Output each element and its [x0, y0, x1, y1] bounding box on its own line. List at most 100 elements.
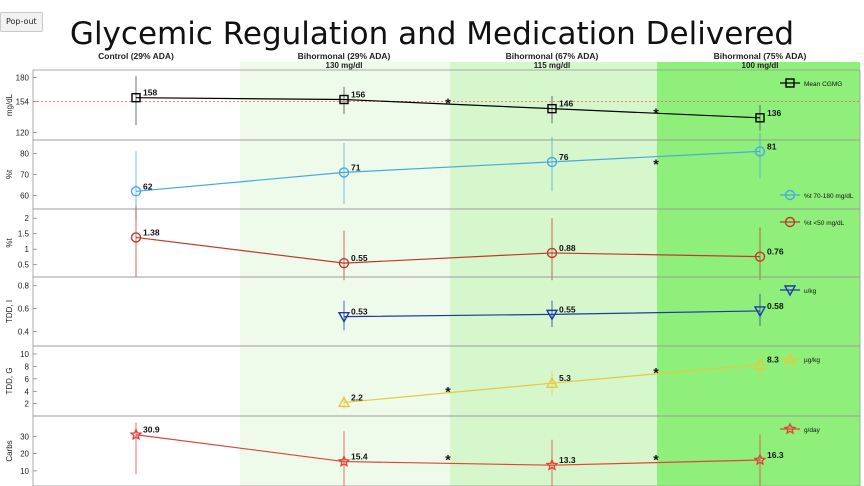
- data-label-carbs: 15.4: [351, 452, 368, 462]
- legend-label-tdd-glucagon: µg/kg: [804, 357, 820, 364]
- data-point-pct-below-50: [754, 251, 766, 262]
- significance-marker-carbs: *: [653, 452, 659, 468]
- condition-label-3: Bihormonal (67% ADA): [506, 51, 599, 61]
- y-tick-label-carbs: 10: [20, 467, 29, 476]
- condition-label-4: Bihormonal (75% ADA): [714, 51, 807, 61]
- significance-marker-tdd-glucagon: *: [445, 383, 451, 399]
- data-label-pct-below-50: 1.38: [143, 227, 160, 237]
- data-point-tdd-insulin: [337, 311, 351, 324]
- condition-band-4: [657, 62, 860, 486]
- significance-marker-mean-cgmg: *: [653, 105, 659, 121]
- data-point-carbs: [753, 453, 767, 466]
- condition-sublabel-2: 130 mg/dl: [326, 61, 363, 70]
- y-tick-label-tdd-glucagon: 2: [25, 400, 30, 409]
- y-tick-label-tdd-glucagon: 4: [25, 387, 30, 396]
- y-tick-label-pct-70-180: 60: [20, 192, 29, 201]
- legend-label-pct-below-50: %t <50 mg/dL: [804, 220, 845, 227]
- condition-label-2: Bihormonal (29% ADA): [298, 51, 391, 61]
- series-line-pct-70-180: [135, 150, 761, 192]
- data-point-tdd-insulin: [545, 309, 559, 321]
- legend-label-pct-70-180: %t 70-180 mg/dL: [804, 193, 854, 200]
- y-tick-label-tdd-glucagon: 8: [25, 362, 30, 371]
- y-tick-label-carbs: 30: [20, 432, 29, 441]
- y-tick-label-tdd-glucagon: 10: [20, 350, 29, 359]
- data-point-tdd-glucagon: [545, 376, 559, 388]
- series-line-tdd-insulin: [343, 310, 761, 318]
- data-point-mean-cgmg: [547, 103, 557, 114]
- y-tick-label-tdd-insulin: 0.4: [18, 328, 30, 337]
- condition-label-1: Control (29% ADA): [98, 51, 174, 61]
- data-label-tdd-glucagon: 5.3: [559, 373, 571, 383]
- data-point-carbs: [337, 454, 351, 468]
- data-label-pct-70-180: 76: [559, 152, 569, 162]
- y-tick-label-mean-cgmg: 120: [16, 128, 30, 137]
- data-point-pct-70-180: [338, 167, 350, 178]
- condition-sublabel-3: 115 mg/dl: [534, 61, 570, 70]
- data-point-pct-below-50: [546, 247, 558, 259]
- y-tick-label-tdd-insulin: 0.8: [18, 282, 30, 291]
- data-point-pct-below-50: [130, 232, 142, 243]
- data-point-mean-cgmg: [755, 113, 765, 123]
- series-line-tdd-glucagon: [343, 363, 761, 404]
- series-line-carbs: [135, 434, 761, 466]
- legend-marker-tdd-insulin: [783, 285, 797, 297]
- chart-title: Glycemic Regulation and Medication Deliv…: [69, 16, 795, 52]
- significance-marker-pct-70-180: *: [653, 156, 659, 172]
- y-tick-label-pct-below-50: 0.5: [18, 261, 30, 270]
- y-tick-label-pct-below-50: 1.5: [18, 230, 30, 239]
- data-label-pct-below-50: 0.88: [559, 243, 576, 253]
- condition-band-3: [450, 62, 657, 486]
- data-label-pct-70-180: 81: [767, 141, 777, 151]
- data-point-pct-70-180: [754, 146, 766, 157]
- y-axis-label-pct-70-180: %t: [5, 169, 14, 179]
- y-tick-label-mean-cgmg: 180: [16, 74, 30, 83]
- y-tick-label-pct-below-50: 2: [25, 214, 30, 223]
- data-label-tdd-insulin: 0.53: [351, 307, 368, 317]
- y-axis-label-tdd-glucagon: TDD, G: [5, 367, 14, 394]
- data-point-pct-70-180: [546, 156, 558, 168]
- data-label-carbs: 30.9: [143, 425, 160, 435]
- series-line-mean-cgmg: [135, 97, 761, 119]
- data-label-pct-below-50: 0.55: [351, 253, 368, 263]
- y-axis-label-tdd-insulin: TDD, I: [5, 300, 14, 323]
- panel-frame-carbs: [32, 415, 861, 486]
- data-label-mean-cgmg: 156: [351, 90, 365, 100]
- data-label-tdd-glucagon: 8.3: [767, 355, 779, 365]
- significance-marker-mean-cgmg: *: [445, 95, 451, 111]
- y-tick-label-pct-70-180: 70: [20, 171, 29, 180]
- y-tick-label-mean-cgmg: 154: [16, 97, 30, 106]
- data-point-tdd-glucagon: [753, 358, 767, 370]
- y-axis-label-pct-below-50: %t: [5, 238, 14, 248]
- legend-marker-tdd-glucagon: [783, 352, 797, 364]
- legend-label-carbs: g/day: [804, 427, 821, 434]
- legend-marker-mean-cgmg: [785, 78, 795, 88]
- legend-label-tdd-insulin: u/kg: [804, 288, 817, 295]
- data-label-tdd-insulin: 0.58: [767, 301, 784, 311]
- data-point-pct-below-50: [338, 257, 350, 269]
- y-tick-label-tdd-glucagon: 6: [25, 375, 30, 384]
- data-label-pct-below-50: 0.76: [767, 247, 784, 257]
- data-point-carbs: [129, 427, 143, 441]
- data-point-mean-cgmg: [131, 92, 141, 103]
- y-axis-label-carbs: Carbs: [5, 440, 14, 461]
- data-label-mean-cgmg: 136: [767, 108, 781, 118]
- significance-marker-carbs: *: [445, 452, 451, 468]
- data-label-pct-70-180: 62: [143, 181, 153, 191]
- y-tick-label-pct-70-180: 80: [20, 150, 29, 159]
- data-point-mean-cgmg: [339, 94, 349, 105]
- data-label-mean-cgmg: 158: [143, 88, 157, 98]
- data-label-carbs: 16.3: [767, 450, 784, 460]
- data-label-carbs: 13.3: [559, 455, 576, 465]
- y-tick-label-tdd-insulin: 0.6: [18, 305, 30, 314]
- data-point-pct-70-180: [130, 186, 142, 197]
- condition-sublabel-4: 100 mg/dl: [742, 61, 779, 70]
- data-label-mean-cgmg: 146: [559, 99, 573, 109]
- data-point-tdd-insulin: [753, 306, 767, 318]
- y-axis-label-mean-cgmg: mg/dL: [5, 93, 14, 116]
- legend-marker-pct-below-50: [784, 216, 796, 228]
- pop-out-button[interactable]: Pop-out: [0, 12, 43, 32]
- data-label-tdd-glucagon: 2.2: [351, 392, 363, 402]
- condition-band-2: [240, 62, 450, 486]
- legend-label-mean-cgmg: Mean CGMG: [804, 81, 842, 88]
